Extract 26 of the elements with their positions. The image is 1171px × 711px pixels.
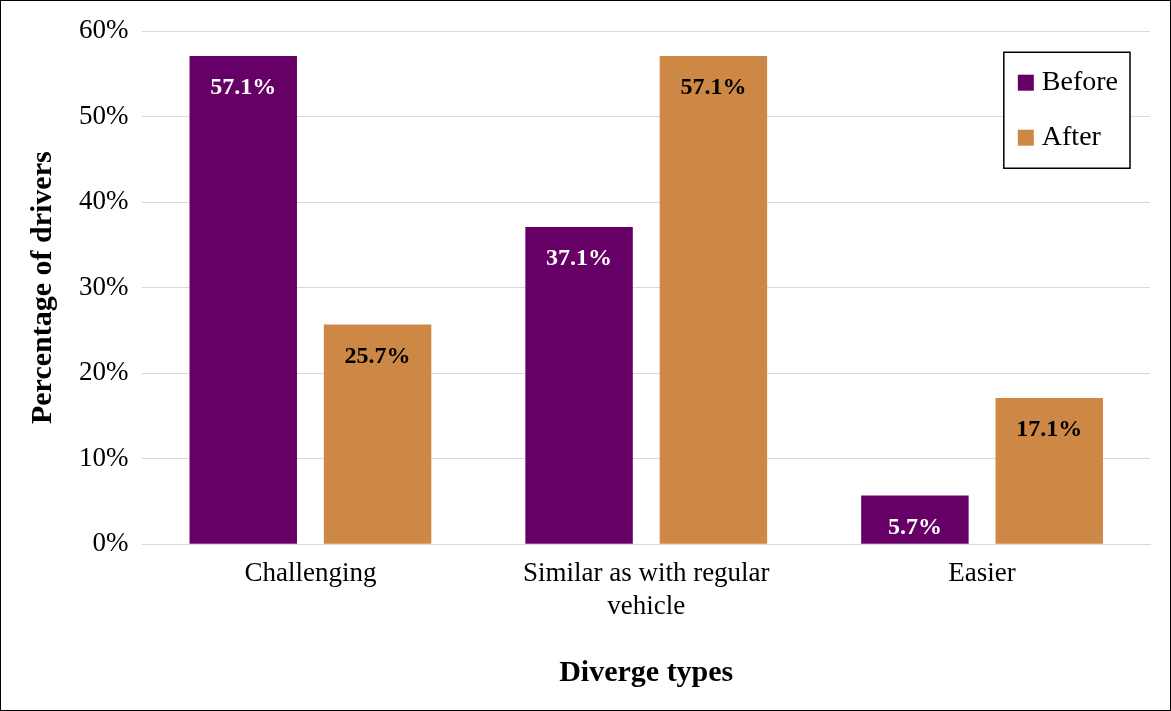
- data-label: 37.1%: [546, 244, 613, 271]
- y-tick-label: 0%: [92, 527, 129, 558]
- y-tick-label: 60%: [78, 14, 129, 45]
- y-tick-label: 20%: [78, 356, 129, 387]
- bar: [323, 324, 432, 544]
- x-tick-label: Challenging: [244, 557, 377, 588]
- bar: [659, 56, 768, 544]
- data-label: 57.1%: [680, 73, 747, 100]
- data-label: 5.7%: [887, 512, 942, 539]
- y-tick-label: 50%: [78, 99, 129, 130]
- legend-label: Before: [1041, 65, 1119, 97]
- x-axis-title: Diverge types: [559, 653, 734, 687]
- bar: [189, 56, 297, 544]
- bar: [995, 398, 1103, 544]
- y-axis-title: Percentage of drivers: [23, 151, 57, 425]
- y-tick-label: 40%: [78, 185, 129, 216]
- y-tick-label: 10%: [78, 441, 129, 472]
- bar: [525, 227, 633, 544]
- x-tick-label: Easier: [948, 557, 1016, 588]
- data-label: 17.1%: [1016, 415, 1083, 442]
- legend-label: After: [1041, 120, 1102, 152]
- x-tick-label: Similar as with regular vehicle: [522, 557, 770, 620]
- data-label: 25.7%: [344, 341, 411, 368]
- y-tick-label: 30%: [78, 270, 129, 301]
- bar: [861, 495, 969, 544]
- data-label: 57.1%: [210, 73, 277, 100]
